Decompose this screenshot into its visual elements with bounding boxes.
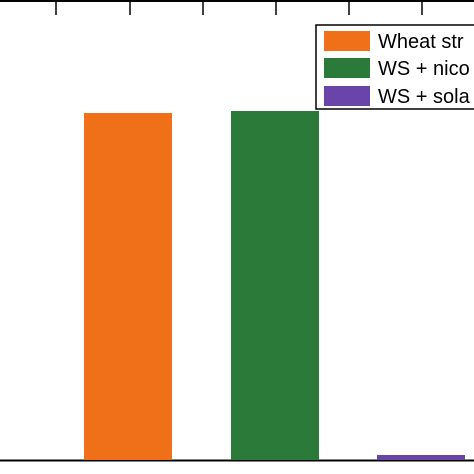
legend-swatch-wheat-straw [324, 31, 370, 51]
legend-swatch-ws-sola [324, 86, 370, 106]
bar-wheat-straw [84, 113, 172, 460]
bar-ws-nico [231, 111, 319, 460]
legend-label-ws-nico: WS + nico [378, 58, 470, 80]
plot-frame [0, 0, 474, 462]
bar-ws-sola [377, 455, 465, 460]
bars-group [84, 111, 465, 460]
legend-swatch-ws-nico [324, 58, 370, 78]
legend: Wheat str WS + nico WS + sola [315, 24, 474, 110]
legend-label-ws-sola: WS + sola [378, 86, 471, 108]
legend-label-wheat-straw: Wheat str [378, 31, 464, 53]
